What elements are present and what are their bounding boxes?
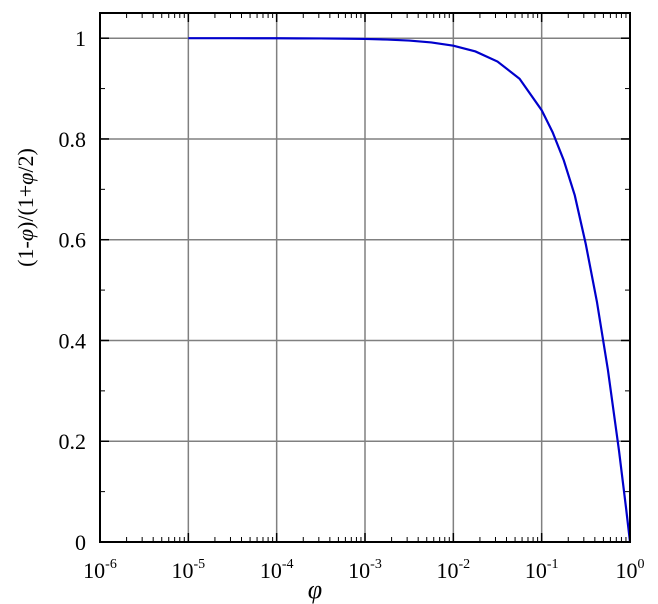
y-tick-label: 0.2 — [59, 429, 87, 454]
x-tick-label: 10-5 — [171, 557, 205, 583]
grid-lines — [100, 13, 630, 542]
data-line — [188, 37, 632, 543]
x-tick-label: 10-1 — [525, 557, 559, 583]
plot-frame — [99, 12, 631, 543]
x-tick-label: 10-2 — [436, 557, 470, 583]
x-tick-label: 100 — [616, 557, 645, 583]
x-tick-label: 10-3 — [348, 557, 382, 583]
x-tick-label: 10-6 — [83, 557, 117, 583]
x-tick-label: 10-4 — [260, 557, 294, 583]
y-axis-label: (1-φ)/(1+φ/2) — [13, 148, 38, 267]
y-tick-label: 0.4 — [59, 328, 87, 353]
y-tick-labels: 0 0.2 0.4 0.6 0.8 1 — [59, 26, 87, 555]
x-axis-label: φ — [308, 575, 322, 604]
y-tick-label: 0 — [75, 530, 86, 555]
x-tick-labels: 10-6 10-5 10-4 10-3 10-2 10-1 100 — [83, 557, 644, 583]
y-tick-label: 0.8 — [59, 127, 87, 152]
y-tick-label: 1 — [75, 26, 86, 51]
y-tick-label: 0.6 — [59, 228, 87, 253]
